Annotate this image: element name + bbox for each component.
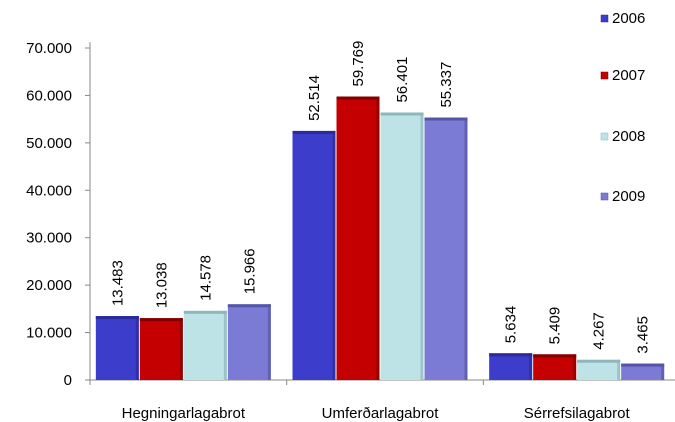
bar-2008-Umferðarlagabrot [380,112,424,381]
bar-side-shade [617,359,621,380]
bar-2009-Umferðarlagabrot [424,117,468,380]
y-tick-label: 70.000 [26,40,72,57]
bar-side-shade [223,310,227,380]
data-label: 15.966 [241,248,258,294]
bar-body [183,310,227,380]
bar-body [621,363,665,380]
bar-top-shade [139,318,183,322]
data-label: 59.769 [350,41,367,87]
bar-2007-Umferðarlagabrot [336,96,380,380]
bar-side-shade [267,304,271,380]
data-label: 13.483 [109,260,126,306]
bar-top-shade [292,130,336,134]
y-axis: 0 10.000 20.000 30.000 40.000 50.000 60.000 70.… [26,40,91,389]
bar-2008-Sérrefsilagabrot [577,359,621,380]
bar-top-shade [95,316,139,320]
bar-side-shade [661,363,665,380]
bar-top-shade [424,117,468,121]
bar-2006-Hegningarlagabrot [95,316,139,380]
bar-body [424,117,468,380]
bar-side-shade [135,316,139,380]
bar-body [380,112,424,381]
legend-swatch [600,192,609,201]
data-label: 56.401 [394,57,411,103]
bar-body [139,318,183,380]
y-tick-label: 40.000 [26,182,72,199]
bar-top-shade [227,304,271,308]
bar-top-shade [489,353,533,357]
data-label: 5.409 [547,307,564,345]
data-label: 3.465 [635,316,652,354]
legend-item-2008: 2008 [600,128,645,145]
bar-body [533,354,577,380]
category-label: Umferðarlagabrot [322,405,440,422]
bar-2008-Hegningarlagabrot [183,310,227,380]
legend-label: 2007 [612,67,645,84]
bar-2007-Hegningarlagabrot [139,318,183,380]
data-label: 52.514 [306,75,323,121]
bar-side-shade [332,130,336,380]
bar-side-shade [420,112,424,381]
bar-top-shade [336,96,380,100]
bars: 13.483 13.038 14.578 15.966 52.514 59.769 56.4… [95,41,665,381]
bar-body [577,359,621,380]
bar-2006-Sérrefsilagabrot [489,353,533,380]
bar-2009-Hegningarlagabrot [227,304,271,380]
legend-item-2006: 2006 [600,10,645,27]
bar-2007-Sérrefsilagabrot [533,354,577,380]
data-label: 4.267 [591,312,608,350]
y-tick-label: 30.000 [26,230,72,247]
bar-top-shade [577,359,621,363]
bar-body [95,316,139,380]
category-label: Hegningarlagabrot [122,405,246,422]
y-tick-label: 20.000 [26,277,72,294]
legend-label: 2009 [612,188,645,205]
bar-body [489,353,533,380]
legend-swatch [600,14,609,23]
y-tick-label: 60.000 [26,87,72,104]
bar-2006-Umferðarlagabrot [292,130,336,380]
bar-body [336,96,380,380]
legend-swatch [600,71,609,80]
bar-side-shade [179,318,183,380]
legend: 2006 2007 2008 2009 [600,10,645,205]
bar-side-shade [573,354,577,380]
bar-side-shade [529,353,533,380]
y-tick-label: 50.000 [26,135,72,152]
y-tick-label: 0 [64,372,72,389]
bar-top-shade [533,354,577,358]
data-label: 55.337 [438,62,455,108]
bar-top-shade [621,363,665,367]
bar-body [227,304,271,380]
legend-label: 2006 [612,10,645,27]
x-axis: Hegningarlagabrot Umferðarlagabrot Sérrefs… [89,379,675,422]
data-label: 13.038 [153,262,170,308]
bar-side-shade [376,96,380,380]
legend-swatch [600,132,609,141]
data-label: 5.634 [503,306,520,344]
bar-side-shade [464,117,468,380]
data-label: 14.578 [197,255,214,301]
legend-label: 2008 [612,128,645,145]
y-tick-label: 10.000 [26,325,72,342]
category-label: Sérrefsilagabrot [524,405,631,422]
bar-body [292,130,336,380]
legend-item-2007: 2007 [600,67,645,84]
bar-top-shade [183,310,227,314]
legend-item-2009: 2009 [600,188,645,205]
bar-2009-Sérrefsilagabrot [621,363,665,380]
bar-top-shade [380,112,424,116]
